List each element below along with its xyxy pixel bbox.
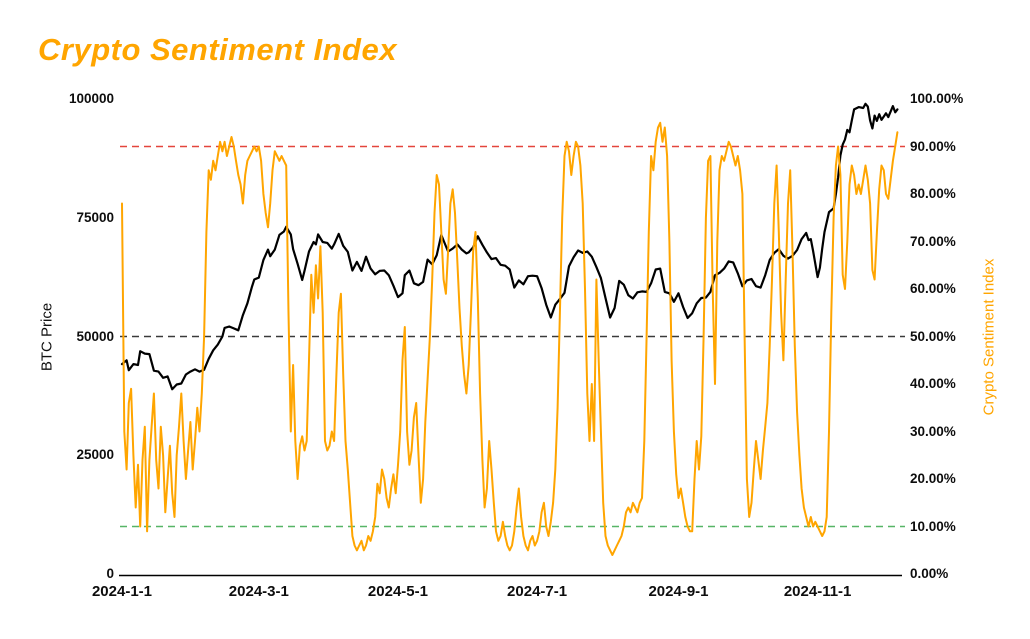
x-axis-tick-2024-3-1: 2024-3-1	[228, 583, 289, 600]
x-axis-tick-2024-5-1: 2024-5-1	[367, 583, 428, 600]
left-axis-title: BTC Price	[38, 302, 56, 372]
x-axis-tick-2024-1-1: 2024-1-1	[91, 583, 153, 600]
left-axis-tick-75000: 75000	[76, 209, 114, 225]
right-axis-tick-60: 60.00%	[910, 281, 956, 296]
right-axis-tick-10: 10.00%	[910, 518, 956, 534]
page-title: Crypto Sentiment Index	[38, 32, 397, 67]
right-axis-tick-30: 30.00%	[910, 423, 956, 439]
right-axis-tick-40: 40.00%	[910, 376, 956, 391]
right-axis-title: Crypto Sentiment Index	[980, 258, 998, 416]
right-axis-tick-0: 0.00%	[910, 566, 949, 581]
x-axis-tick-2024-11-1: 2024-11-1	[783, 583, 852, 600]
btc-price-line	[120, 102, 899, 391]
right-axis-tick-20: 20.00%	[910, 471, 956, 486]
left-axis-tick-100000: 100000	[68, 91, 114, 106]
left-axis-tick-25000: 25000	[76, 447, 114, 463]
left-axis-tick-50000: 50000	[76, 328, 114, 344]
right-axis-tick-80: 80.00%	[910, 186, 956, 201]
right-axis-tick-50: 50.00%	[910, 328, 956, 344]
left-axis-tick-0: 0	[106, 566, 114, 581]
right-axis-tick-70: 70.00%	[910, 233, 956, 249]
x-axis-tick-2024-7-1: 2024-7-1	[507, 583, 568, 600]
right-axis-tick-90: 90.00%	[910, 138, 956, 154]
right-axis-tick-100: 100.00%	[910, 91, 964, 106]
sentiment-line	[121, 121, 899, 556]
x-axis-tick-2024-9-1: 2024-9-1	[648, 583, 709, 600]
